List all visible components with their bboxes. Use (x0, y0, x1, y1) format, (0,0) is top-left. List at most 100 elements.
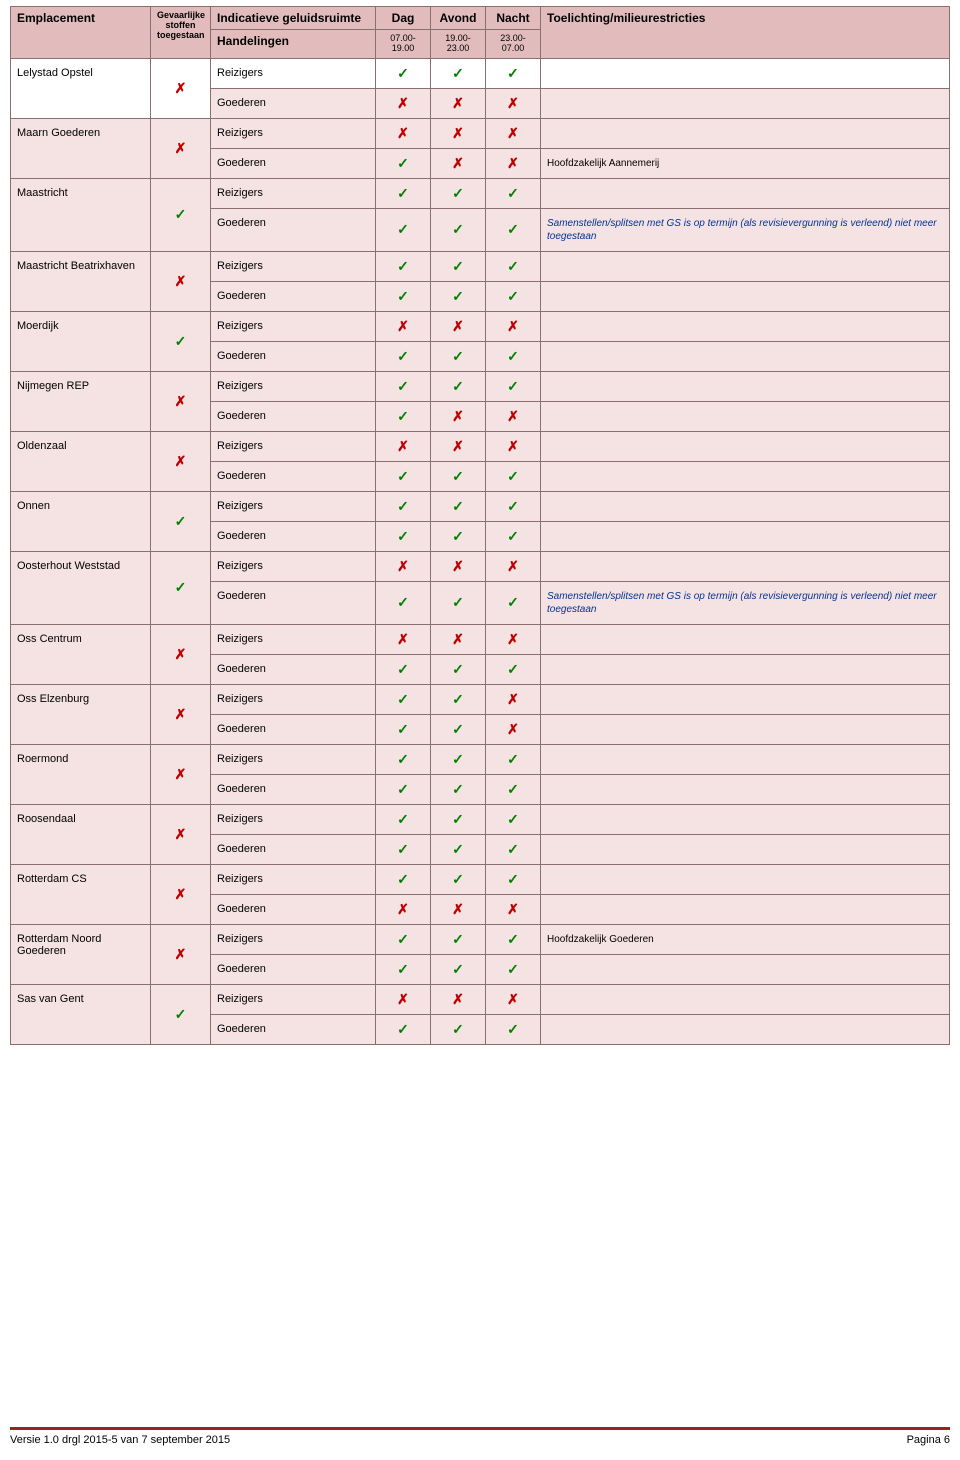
dag-cell: ✗ (376, 624, 431, 654)
cross-icon: ✗ (175, 646, 187, 662)
check-icon: ✓ (397, 221, 409, 237)
emplacement-cell: Oosterhout Weststad (11, 551, 151, 624)
table-header: Emplacement Gevaarlijke stoffen toegesta… (11, 7, 950, 59)
cross-icon: ✗ (507, 558, 519, 574)
gs-cell: ✗ (151, 624, 211, 684)
hdr-t1: 07.00-19.00 (376, 30, 431, 59)
nacht-cell: ✓ (486, 208, 541, 251)
check-icon: ✓ (175, 333, 187, 349)
emplacement-cell: Roermond (11, 744, 151, 804)
emplacement-table: Emplacement Gevaarlijke stoffen toegesta… (10, 6, 950, 1045)
dag-cell: ✓ (376, 521, 431, 551)
check-icon: ✓ (452, 751, 464, 767)
cross-icon: ✗ (507, 408, 519, 424)
avond-cell: ✓ (431, 58, 486, 88)
toelichting-cell (541, 491, 950, 521)
check-icon: ✓ (452, 185, 464, 201)
emplacement-cell: Maastricht (11, 178, 151, 251)
hdr-t3: 23.00-07.00 (486, 30, 541, 59)
check-icon: ✓ (175, 579, 187, 595)
dag-cell: ✓ (376, 924, 431, 954)
check-icon: ✓ (452, 528, 464, 544)
table-row: Nijmegen REP✗Reizigers✓✓✓ (11, 371, 950, 401)
emplacement-cell: Rotterdam CS (11, 864, 151, 924)
avond-cell: ✓ (431, 924, 486, 954)
check-icon: ✓ (507, 594, 519, 610)
avond-cell: ✓ (431, 251, 486, 281)
nacht-cell: ✓ (486, 744, 541, 774)
dag-cell: ✓ (376, 58, 431, 88)
check-icon: ✓ (507, 661, 519, 677)
toelichting-cell: Samenstellen/splitsen met GS is op termi… (541, 581, 950, 624)
check-icon: ✓ (507, 841, 519, 857)
check-icon: ✓ (175, 1006, 187, 1022)
cross-icon: ✗ (397, 438, 409, 454)
check-icon: ✓ (397, 348, 409, 364)
check-icon: ✓ (397, 931, 409, 947)
cross-icon: ✗ (175, 706, 187, 722)
cross-icon: ✗ (452, 991, 464, 1007)
hdr-toelichting: Toelichting/milieurestricties (541, 7, 950, 59)
cross-icon: ✗ (507, 631, 519, 647)
toelichting-cell (541, 774, 950, 804)
avond-cell: ✓ (431, 521, 486, 551)
handel-cell: Goederen (211, 461, 376, 491)
dag-cell: ✗ (376, 88, 431, 118)
avond-cell: ✓ (431, 654, 486, 684)
nacht-cell: ✗ (486, 684, 541, 714)
avond-cell: ✗ (431, 401, 486, 431)
handel-cell: Reizigers (211, 924, 376, 954)
cross-icon: ✗ (175, 766, 187, 782)
toelichting-cell (541, 88, 950, 118)
toelichting-cell: Hoofdzakelijk Aannemerij (541, 148, 950, 178)
avond-cell: ✓ (431, 341, 486, 371)
check-icon: ✓ (507, 221, 519, 237)
handel-cell: Reizigers (211, 744, 376, 774)
check-icon: ✓ (507, 258, 519, 274)
avond-cell: ✓ (431, 281, 486, 311)
gs-cell: ✗ (151, 924, 211, 984)
check-icon: ✓ (452, 841, 464, 857)
check-icon: ✓ (397, 185, 409, 201)
dag-cell: ✗ (376, 311, 431, 341)
check-icon: ✓ (397, 155, 409, 171)
handel-cell: Reizigers (211, 984, 376, 1014)
cross-icon: ✗ (397, 95, 409, 111)
table-row: Lelystad Opstel✗Reizigers✓✓✓ (11, 58, 950, 88)
toelichting-cell (541, 684, 950, 714)
check-icon: ✓ (507, 468, 519, 484)
handel-cell: Reizigers (211, 624, 376, 654)
dag-cell: ✓ (376, 954, 431, 984)
dag-cell: ✓ (376, 684, 431, 714)
cross-icon: ✗ (452, 901, 464, 917)
nacht-cell: ✗ (486, 148, 541, 178)
hdr-emplacement: Emplacement (11, 7, 151, 59)
toelichting-cell (541, 251, 950, 281)
cross-icon: ✗ (507, 438, 519, 454)
handel-cell: Reizigers (211, 178, 376, 208)
avond-cell: ✗ (431, 148, 486, 178)
check-icon: ✓ (507, 528, 519, 544)
nacht-cell: ✓ (486, 1014, 541, 1044)
toelichting-cell (541, 551, 950, 581)
cross-icon: ✗ (507, 155, 519, 171)
cross-icon: ✗ (175, 140, 187, 156)
avond-cell: ✓ (431, 684, 486, 714)
gs-cell: ✓ (151, 311, 211, 371)
dag-cell: ✓ (376, 654, 431, 684)
check-icon: ✓ (397, 661, 409, 677)
gs-cell: ✓ (151, 491, 211, 551)
nacht-cell: ✓ (486, 864, 541, 894)
handel-cell: Goederen (211, 654, 376, 684)
cross-icon: ✗ (452, 125, 464, 141)
check-icon: ✓ (397, 594, 409, 610)
check-icon: ✓ (452, 258, 464, 274)
check-icon: ✓ (452, 378, 464, 394)
cross-icon: ✗ (397, 318, 409, 334)
check-icon: ✓ (397, 811, 409, 827)
gs-cell: ✗ (151, 431, 211, 491)
check-icon: ✓ (507, 811, 519, 827)
toelichting-cell (541, 58, 950, 88)
dag-cell: ✓ (376, 864, 431, 894)
cross-icon: ✗ (452, 558, 464, 574)
